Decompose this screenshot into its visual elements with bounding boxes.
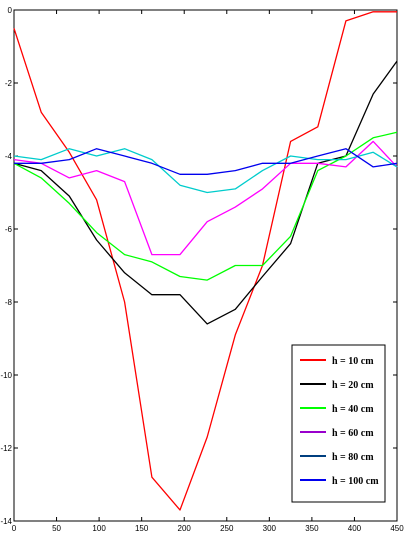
series-line-4 [13, 140, 398, 256]
x-tick-label: 300 [263, 524, 277, 533]
series-line-6 [14, 148, 398, 175]
axis-tick-labels: 0 50 100 150 200 250 300 350 400 450 0 -2 -4 -6 -8 -10 -… [0, 6, 404, 533]
y-tick-label: -14 [0, 517, 12, 526]
x-tick-label: 350 [305, 524, 319, 533]
legend-box [291, 344, 386, 503]
legend-label: h = 10 cm [332, 356, 374, 367]
series-lines [13, 11, 398, 511]
series-line-5 [13, 148, 398, 194]
x-tick-label: 250 [220, 524, 234, 533]
x-tick-label: 200 [178, 524, 192, 533]
y-tick-label: -12 [0, 444, 12, 453]
series-line-2 [13, 60, 398, 325]
y-tick-label: -2 [5, 79, 13, 88]
series-line-3 [13, 131, 398, 281]
series-line-1 [13, 11, 397, 511]
legend: h = 10 cm h = 20 cm h = 40 cm h = 60 cm h = … [291, 344, 386, 503]
x-tick-label: 50 [52, 524, 61, 533]
y-tick-label: -6 [5, 225, 13, 234]
legend-label: h = 100 cm [332, 476, 379, 487]
axis-ticks [13, 9, 398, 522]
y-tick-label: 0 [8, 6, 13, 15]
y-tick-label: -10 [0, 371, 12, 380]
legend-label: h = 40 cm [332, 404, 374, 415]
x-tick-label: 400 [348, 524, 362, 533]
x-tick-label: 450 [390, 524, 404, 533]
legend-label: h = 80 cm [332, 452, 374, 463]
legend-label: h = 20 cm [332, 380, 374, 391]
y-tick-label: -4 [5, 152, 13, 161]
y-tick-label: -8 [5, 298, 13, 307]
x-tick-label: 150 [135, 524, 149, 533]
x-tick-label: 100 [92, 524, 106, 533]
x-tick-label: 0 [12, 524, 17, 533]
legend-label: h = 60 cm [332, 428, 374, 439]
